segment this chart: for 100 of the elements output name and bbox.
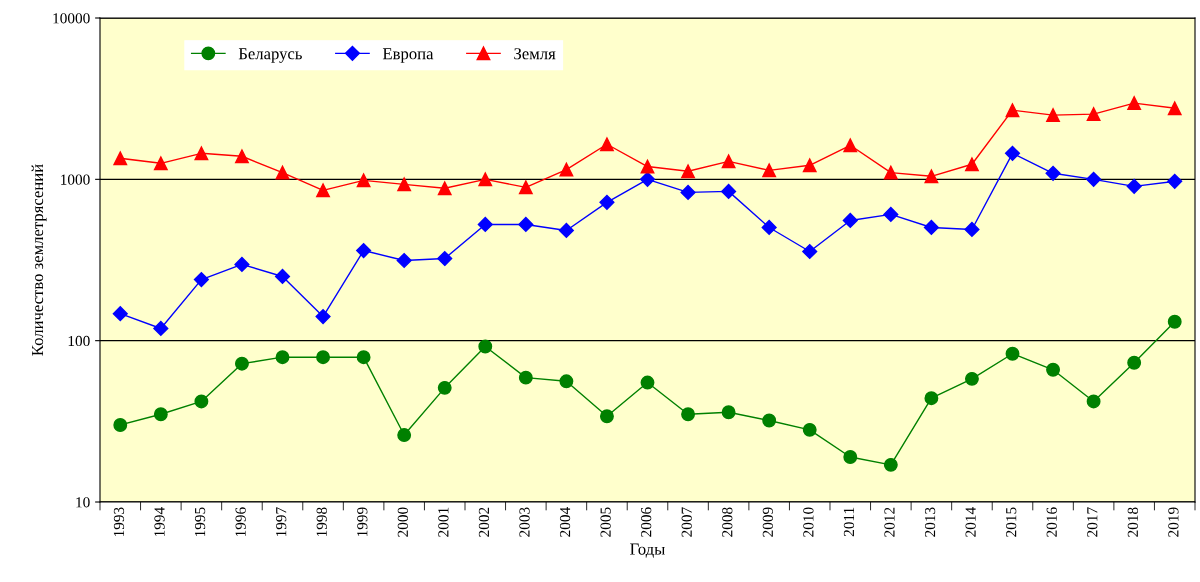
x-tick-label: 2000: [397, 507, 408, 537]
point: [883, 165, 898, 180]
x-tick-label: 2008: [722, 507, 733, 537]
x-tick-label: 1997: [276, 507, 287, 537]
legend-label: Европа: [382, 48, 434, 63]
x-axis-title: Годы: [630, 543, 665, 558]
point: [194, 146, 209, 161]
point: [883, 457, 898, 472]
point: [923, 219, 939, 236]
point: [113, 418, 128, 432]
point: [721, 405, 736, 420]
x-tick-label: 2018: [1127, 507, 1138, 537]
x-tick-label: 2015: [1006, 507, 1017, 537]
legend-label: Земля: [514, 48, 556, 60]
x-tick-label: 2019: [1168, 507, 1179, 537]
x-tick-label: 2010: [803, 507, 814, 537]
point: [234, 149, 249, 164]
point: [437, 181, 452, 196]
point: [274, 268, 291, 285]
point: [1086, 107, 1101, 122]
point: [640, 159, 655, 174]
point: [721, 154, 736, 169]
point: [639, 171, 656, 187]
point: [762, 163, 777, 178]
point: [1127, 96, 1142, 111]
x-tick-label: 2005: [600, 507, 611, 537]
x-tick-label: 1998: [316, 507, 327, 537]
point: [558, 222, 574, 239]
point: [518, 180, 533, 195]
point: [924, 391, 939, 406]
point: [396, 252, 412, 269]
x-tick-label: 2011: [843, 507, 855, 537]
point: [1086, 394, 1101, 409]
point: [1167, 173, 1183, 189]
point: [559, 374, 574, 389]
point: [924, 169, 939, 184]
x-tick-label: 2017: [1087, 507, 1098, 537]
point: [356, 242, 372, 259]
point: [1005, 346, 1020, 361]
y-tick-label: 100: [68, 335, 90, 347]
point: [234, 256, 250, 272]
point: [1046, 362, 1061, 377]
y-tick-label: 10: [76, 497, 90, 508]
point: [478, 172, 493, 187]
y-axis-title: Количество землетрясений: [31, 164, 47, 356]
point: [964, 157, 979, 172]
point: [1045, 165, 1061, 181]
point: [680, 184, 696, 200]
point: [599, 194, 615, 210]
x-tick-label: 2006: [641, 507, 652, 537]
point: [843, 450, 858, 464]
x-tick-label: 1999: [357, 507, 368, 537]
point: [964, 221, 980, 238]
point: [599, 137, 614, 152]
point: [193, 272, 209, 288]
point: [234, 356, 249, 371]
point: [275, 165, 290, 180]
point: [681, 407, 696, 422]
x-tick-label: 2009: [762, 507, 773, 537]
point: [761, 219, 777, 236]
point: [356, 173, 371, 188]
point: [640, 375, 655, 390]
point: [802, 243, 818, 260]
point: [1046, 108, 1061, 123]
point: [559, 162, 574, 177]
point: [275, 350, 290, 365]
y-tick-label: 10000: [53, 13, 90, 24]
point: [153, 156, 168, 171]
x-tick-label: 2012: [884, 507, 895, 537]
point: [153, 407, 168, 422]
x-tick-label: 2004: [559, 507, 571, 537]
point: [1004, 145, 1021, 161]
point: [762, 413, 777, 428]
point: [1127, 355, 1142, 370]
point: [1126, 178, 1142, 194]
y-tick-label: 1000: [61, 174, 90, 185]
x-tick-label: 1994: [154, 507, 165, 537]
x-tick-label: 2013: [924, 507, 936, 537]
point: [843, 138, 858, 153]
point: [437, 380, 452, 395]
point: [113, 151, 128, 166]
point: [478, 339, 493, 354]
point: [437, 250, 453, 267]
point: [112, 306, 128, 322]
x-tick-label: 1995: [194, 507, 206, 537]
point: [315, 309, 331, 325]
point: [802, 158, 817, 173]
point: [397, 177, 412, 192]
point: [802, 422, 817, 437]
legend-label: Беларусь: [238, 48, 302, 63]
point: [477, 216, 493, 233]
point: [1086, 171, 1102, 187]
x-tick-label: 2003: [519, 507, 530, 537]
x-tick-label: 2014: [965, 507, 976, 537]
point: [1167, 314, 1182, 329]
point: [518, 216, 534, 233]
x-tick-label: 2016: [1046, 507, 1057, 537]
point: [599, 409, 614, 424]
point: [518, 370, 533, 385]
point: [153, 320, 169, 337]
